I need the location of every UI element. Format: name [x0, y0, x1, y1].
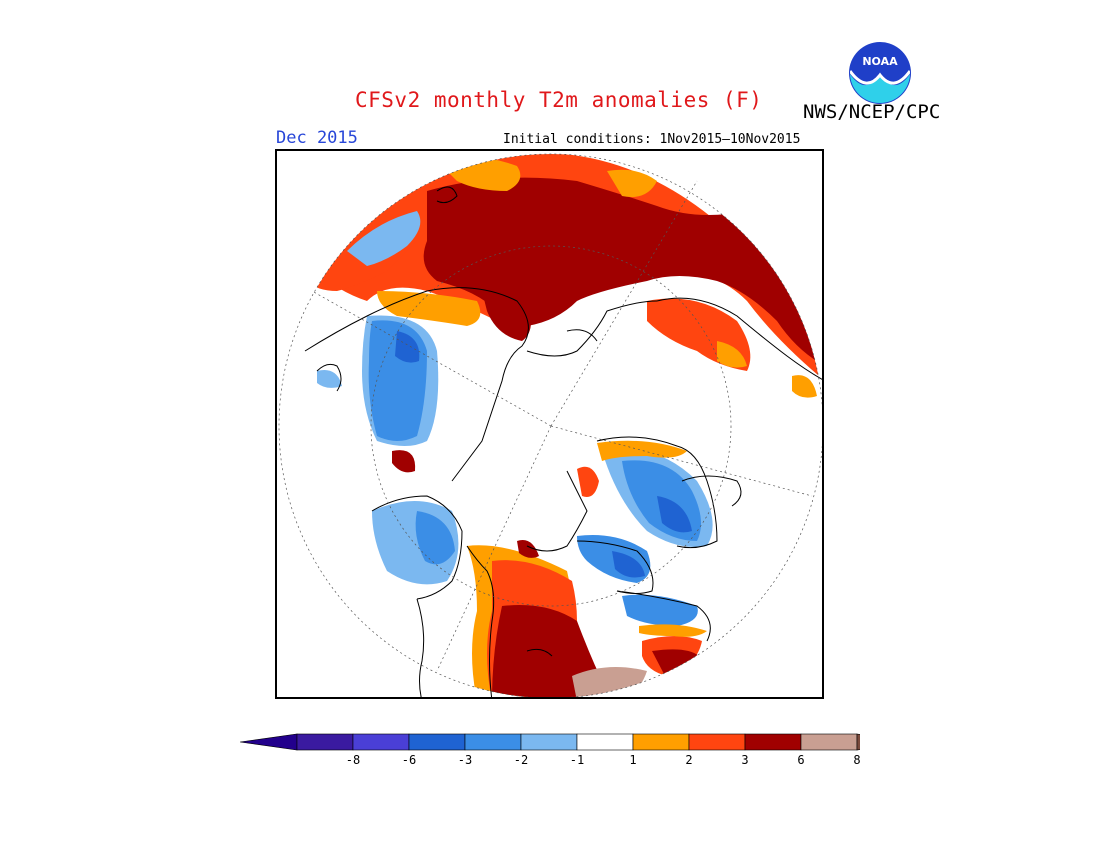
- colorbar-swatch: [744, 733, 802, 751]
- anomaly-region-siberia-darkblue: [657, 496, 692, 533]
- colorbar-under-triangle: [240, 733, 298, 751]
- anomaly-region-siberia-orange-rim: [597, 440, 687, 461]
- colorbar-swatch: [800, 733, 858, 751]
- colorbar-tick-label: 3: [741, 753, 748, 767]
- colorbar-tick-label: 6: [797, 753, 804, 767]
- colorbar-swatch: [632, 733, 690, 751]
- initial-conditions: Initial conditions: 1Nov2015–10Nov2015: [503, 132, 801, 147]
- anomaly-region-japan-orange: [792, 375, 817, 398]
- colorbar-swatch: [296, 733, 354, 751]
- map-title: CFSv2 monthly T2m anomalies (F): [355, 88, 763, 112]
- colorbar-tick-label: -6: [402, 753, 416, 767]
- anomaly-region-atlantic-lightblue: [347, 211, 421, 266]
- anomaly-region-siberia-red-edge: [577, 466, 599, 497]
- colorbar-tick-label: 8: [853, 753, 860, 767]
- forecast-month: Dec 2015: [276, 128, 358, 148]
- graticule: [278, 153, 822, 697]
- anomaly-region-alaska-lightblue: [317, 370, 342, 388]
- colorbar-over-triangle: [856, 733, 860, 751]
- anomaly-region-urals-orange: [607, 169, 657, 197]
- colorbar-swatch: [352, 733, 410, 751]
- anomaly-region-china-blue: [622, 594, 698, 626]
- colorbar-tick-label: -2: [514, 753, 528, 767]
- anomaly-region-mexico-deep: [392, 450, 416, 473]
- anomaly-region-east-siberia-orange: [717, 341, 747, 368]
- anomaly-region-lena-darkblue: [612, 551, 645, 578]
- anomaly-region-scandinavia-deep: [477, 269, 531, 341]
- logo-text: NOAA: [862, 55, 898, 68]
- noaa-logo: NOAA: [849, 42, 911, 104]
- colorbar-swatch: [520, 733, 578, 751]
- anomaly-region-north-america-darkblue: [395, 331, 420, 363]
- anomaly-region-nw-canada-orange: [639, 624, 707, 637]
- anomaly-region-nw-canada-deep: [652, 649, 699, 676]
- colorbar-tick-label: -8: [346, 753, 360, 767]
- map-panel: [275, 149, 824, 699]
- colorbar-tick-label: 1: [629, 753, 636, 767]
- agency-label: NWS/NCEP/CPC: [803, 101, 941, 123]
- colorbar: -8 -6 -3 -2 -1 1 2 3 6 8: [240, 733, 860, 767]
- colorbar-swatch: [576, 733, 634, 751]
- polar-map: [278, 153, 822, 697]
- colorbar-tick-label: 2: [685, 753, 692, 767]
- colorbar-tick-label: -1: [570, 753, 584, 767]
- colorbar-swatch: [464, 733, 522, 751]
- anomaly-region-canada-north-deep: [517, 540, 539, 558]
- colorbar-swatch: [408, 733, 466, 751]
- colorbar-swatch: [688, 733, 746, 751]
- colorbar-tick-label: -3: [458, 753, 472, 767]
- anomaly-region-greenland-blue: [415, 511, 455, 565]
